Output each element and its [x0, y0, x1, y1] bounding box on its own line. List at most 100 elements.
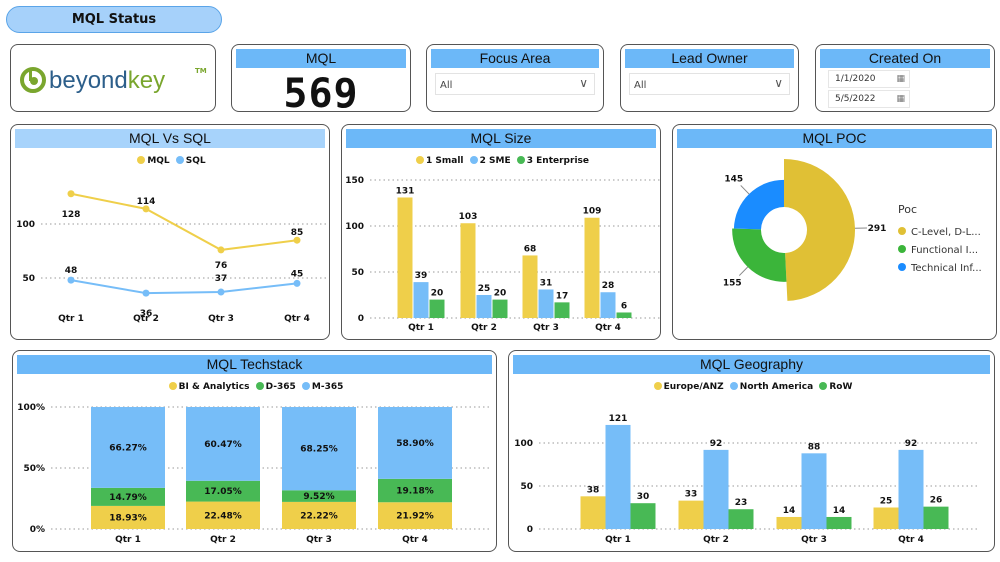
bar-segment	[378, 502, 452, 529]
bar	[492, 299, 508, 318]
legend-label: Technical Inf...	[911, 263, 982, 274]
legend-marker	[301, 382, 310, 390]
y-tick-label: 100	[16, 220, 35, 230]
legend-marker	[416, 156, 424, 164]
start-date-input[interactable]: 1/1/2020 ▦	[828, 70, 910, 88]
bar	[605, 424, 631, 529]
mql-size-chart: MQL Size 1 Small 2 SME 3 Enterprise 0 50 1…	[341, 124, 661, 340]
created-on-slicer: Created On 1/1/2020 ▦ 5/5/2022 ▦	[815, 44, 995, 112]
bar	[898, 449, 924, 529]
data-label: 92	[710, 439, 723, 449]
data-label: 36	[140, 309, 153, 319]
bar	[584, 217, 600, 318]
y-tick-label: 50	[351, 268, 364, 278]
legend-marker	[137, 156, 146, 164]
x-tick-label: Qtr 4	[402, 535, 428, 545]
chart-title: MQL Size	[346, 129, 656, 148]
x-tick-label: Qtr 2	[210, 535, 236, 545]
mql-poc-chart: MQL POC 291 155 145 Poc C-Level, D-L... Fu…	[672, 124, 997, 340]
data-point	[293, 236, 301, 244]
y-tick-label: 50%	[23, 464, 45, 474]
legend-label: Europe/ANZ	[663, 382, 724, 392]
bar	[801, 453, 827, 529]
x-tick-label: Qtr 4	[898, 535, 924, 545]
bar-segment	[186, 407, 260, 481]
legend-item[interactable]: Technical Inf...	[898, 263, 982, 274]
data-label: 45	[291, 269, 304, 279]
bar	[703, 449, 729, 529]
bar-segment	[91, 505, 165, 529]
y-tick-label: 0%	[30, 525, 45, 535]
x-tick-label: Qtr 1	[115, 535, 141, 545]
created-on-label: Created On	[820, 49, 990, 68]
leader-line	[738, 266, 749, 276]
y-tick-label: 0	[358, 314, 364, 324]
bar	[600, 292, 616, 318]
bar	[538, 289, 554, 318]
kpi-value: 569	[283, 71, 359, 112]
lead-owner-dropdown[interactable]: All ∨	[629, 73, 790, 95]
chart-plot: 50 100 128 114 76 85 48 36 37 45 Qtr 1 Qtr 2 Qtr 3 Qt…	[16, 190, 329, 324]
chart-plot: 291 155 145	[723, 159, 887, 301]
focus-area-slicer: Focus Area All ∨	[426, 44, 604, 112]
x-tick-label: Qtr 3	[801, 535, 827, 545]
legend-item[interactable]: Functional I...	[898, 245, 978, 256]
data-label: 21.92%	[396, 512, 434, 522]
bar	[923, 506, 949, 529]
lead-owner-value: All	[634, 80, 647, 91]
y-tick-label: 100	[345, 222, 364, 232]
mql-kpi-card: MQL 569	[231, 44, 411, 112]
data-label: 68.25%	[300, 445, 338, 455]
data-label: 103	[459, 212, 478, 222]
data-label: 121	[609, 414, 628, 424]
legend-label: SQL	[185, 156, 206, 166]
data-label: 14.79%	[109, 493, 147, 503]
x-tick-label: Qtr 1	[58, 314, 84, 324]
calendar-icon[interactable]: ▦	[896, 74, 905, 84]
legend-marker	[898, 245, 906, 253]
series-line	[70, 192, 298, 251]
legend-marker	[898, 263, 906, 271]
chart-title: MQL POC	[677, 129, 992, 148]
data-label: 17.05%	[204, 487, 242, 497]
bar	[728, 509, 754, 529]
data-label: 114	[137, 197, 156, 207]
bar	[429, 299, 445, 318]
mql-vs-sql-chart: MQL Vs SQL MQL SQL 50 100 128 114 76 85 48 36 37…	[10, 124, 330, 340]
data-label: 31	[540, 278, 553, 288]
data-label: 291	[868, 224, 887, 234]
bar-segment	[378, 407, 452, 479]
logo-card: beyondkey TM	[10, 44, 216, 112]
data-label: 9.52%	[303, 492, 334, 502]
end-date-input[interactable]: 5/5/2022 ▦	[828, 90, 910, 108]
data-label: 20	[431, 289, 444, 299]
data-point	[142, 205, 150, 213]
legend-item[interactable]: C-Level, D-L...	[898, 227, 981, 238]
legend-title: Poc	[898, 203, 918, 216]
data-point	[67, 276, 75, 284]
bar	[413, 282, 429, 318]
legend-label: MQL	[147, 156, 170, 166]
focus-area-value: All	[440, 80, 453, 91]
chart-title: MQL Techstack	[17, 355, 492, 374]
y-tick-label: 50	[520, 482, 533, 492]
data-label: 128	[62, 210, 81, 220]
bar	[776, 516, 802, 529]
leader-line	[740, 185, 750, 195]
x-tick-label: Qtr 2	[703, 535, 729, 545]
svg-text:TM: TM	[195, 67, 207, 75]
focus-area-dropdown[interactable]: All ∨	[435, 73, 595, 95]
svg-text:beyondkey: beyondkey	[49, 67, 165, 94]
data-label: 17	[556, 291, 569, 301]
bar	[580, 496, 606, 529]
bar	[616, 312, 632, 318]
legend-marker	[168, 382, 177, 390]
bar	[630, 503, 656, 529]
bar-segment	[282, 407, 356, 491]
data-label: 19.18%	[396, 487, 434, 497]
data-point	[142, 289, 150, 297]
calendar-icon[interactable]: ▦	[896, 94, 905, 104]
data-label: 39	[415, 271, 428, 281]
bar	[873, 507, 899, 529]
x-tick-label: Qtr 2	[133, 314, 159, 324]
